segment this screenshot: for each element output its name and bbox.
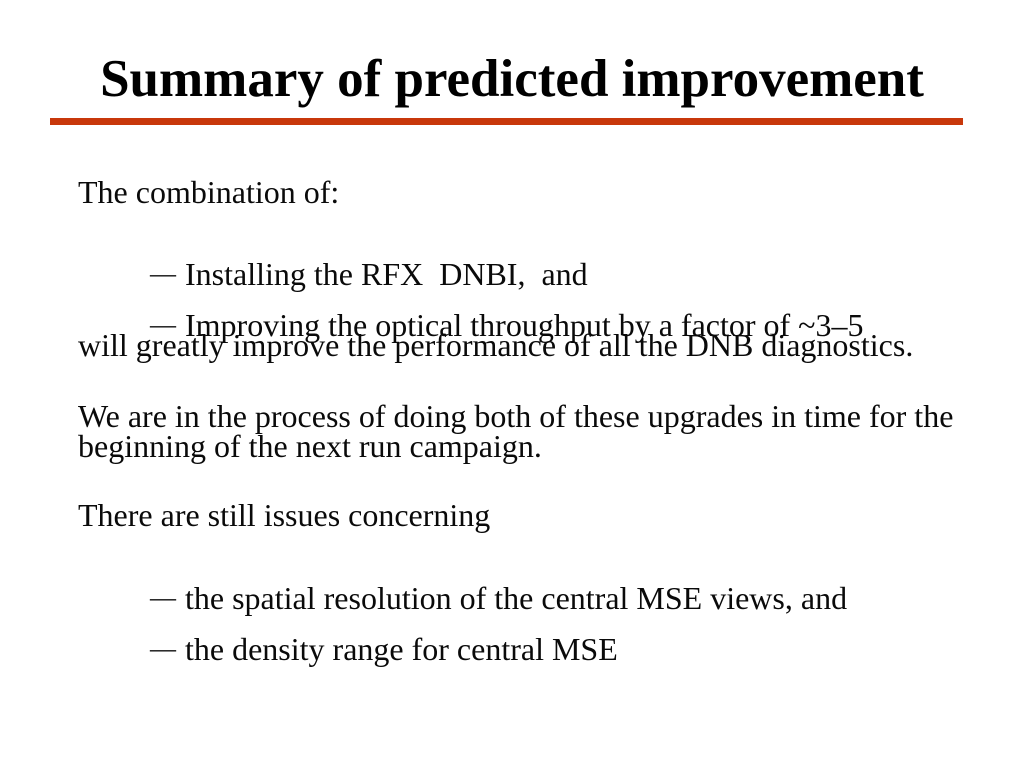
bullet-item-text: Installing the RFX DNBI, and <box>185 256 588 292</box>
dash-bullet-icon: — <box>150 259 176 288</box>
bullet-item-text: Improving the optical throughput by a fa… <box>185 307 864 343</box>
body-paragraph-conclusion: will greatly improve the performance of … <box>78 327 914 363</box>
bullet-item: — Installing the RFX DNBI, and <box>118 226 588 325</box>
title-divider <box>50 118 963 125</box>
body-paragraph-issues: There are still issues concerning <box>78 497 491 533</box>
body-paragraph-intro: The combination of: <box>78 174 340 210</box>
dash-bullet-icon: — <box>150 310 176 339</box>
body-paragraph-upgrades-line-2: beginning of the next run campaign. <box>78 428 542 464</box>
body-paragraph-upgrades-line-1: We are in the process of doing both of t… <box>78 398 954 434</box>
bullet-item: — Improving the optical throughput by a f… <box>118 277 863 376</box>
page-title: Summary of predicted improvement <box>100 50 924 108</box>
bullet-item-text: the spatial resolution of the central MS… <box>185 580 848 616</box>
bullet-item-text: the density range for central MSE <box>185 631 618 667</box>
dash-bullet-icon: — <box>150 634 176 663</box>
dash-bullet-icon: — <box>150 583 176 612</box>
bullet-item: — the density range for central MSE <box>118 601 618 700</box>
bullet-item: — the spatial resolution of the central M… <box>118 550 847 649</box>
